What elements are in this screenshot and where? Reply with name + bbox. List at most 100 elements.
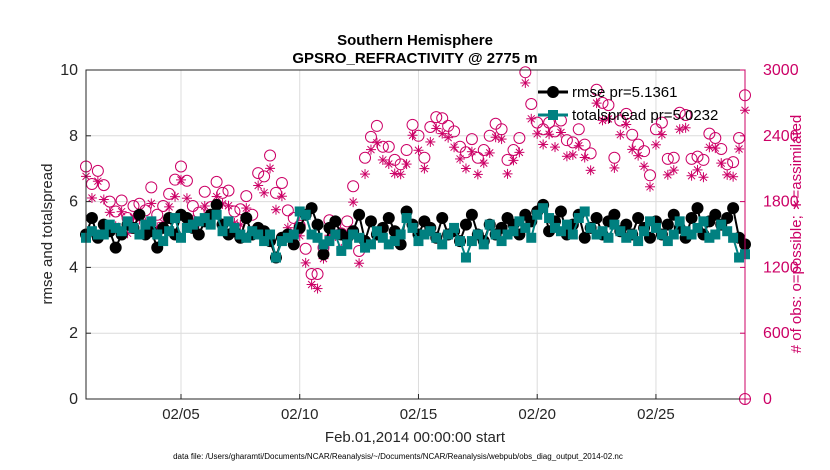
obs-assimilated-stroke [539,140,547,149]
obs-assimilated-marker [550,142,561,153]
obs-assimilated-stroke [563,152,571,161]
obs-assimilated-stroke [497,135,506,143]
spread-point [650,222,661,233]
obs-assimilated-stroke [598,116,607,125]
obs-assimilated-stroke [242,204,251,212]
spread-point [633,236,644,247]
spread-point [425,226,436,237]
obs-assimilated-stroke [485,149,494,157]
spread-point [449,222,460,233]
obs-assimilated-marker [567,149,578,160]
spread-point [140,219,151,230]
obs-possible-marker [560,134,573,147]
obs-assimilated-marker [650,139,661,150]
obs-assimilated-marker [265,163,276,174]
x-axis: 02/05 02/10 02/15 02/20 02/25 [162,394,675,423]
rmse-point [709,208,722,221]
obs-possible-marker [697,153,710,166]
obs-assimilated-stroke [693,166,702,174]
rmse-point [382,212,395,225]
obs-possible-marker [513,131,526,144]
obs-assimilated-marker [276,191,287,202]
obs-assimilated-stroke [521,79,530,87]
y-right-tick-label: 1200 [763,259,799,276]
obs-assimilated-stroke [545,130,553,139]
spread-point [354,232,365,243]
obs-assimilated-stroke [681,123,690,132]
spread-point [710,229,721,240]
spread-point [698,216,709,227]
obs-assimilated-stroke [723,170,732,179]
y-right-tick-label: 3000 [763,62,799,79]
obs-assimilated-marker [92,176,103,187]
obs-possible-marker [578,138,591,151]
spread-point [300,209,311,220]
obs-possible-marker [537,123,550,136]
spread-point [116,226,127,237]
obs-assimilated-stroke [355,259,363,268]
y-tick-label: 0 [69,391,78,408]
obs-assimilated-marker [609,162,620,173]
obs-assimilated-stroke [266,164,274,173]
spread-point [110,222,121,233]
obs-assimilated-marker [532,128,543,139]
obs-assimilated-marker [615,129,626,140]
obs-assimilated-stroke [574,141,583,150]
obs-possible-marker [525,97,538,110]
obs-assimilated-marker [502,168,513,179]
obs-possible-marker [649,123,662,136]
spread-point [639,226,650,237]
spread-point [656,229,667,240]
obs-assimilated-stroke [687,171,696,180]
spread-point [680,226,691,237]
x-tick-label: 02/15 [400,406,438,423]
obs-possible-marker [418,151,431,164]
obs-assimilated-marker [645,181,656,192]
spread-point [431,232,442,243]
obs-assimilated-stroke [675,125,684,134]
obs-assimilated-stroke [503,170,512,178]
obs-assimilated-stroke [426,138,435,146]
x-tick-label: 02/25 [637,406,675,423]
obs-assimilated-stroke [479,159,488,167]
obs-possible-marker [388,153,401,166]
spread-point [383,239,394,250]
obs-possible-marker [359,151,372,164]
obs-assimilated-marker [437,128,448,139]
obs-possible-marker [632,138,645,151]
spread-point [466,236,477,247]
obs-possible-marker [471,151,484,164]
spread-point [348,229,359,240]
spread-point [158,236,169,247]
obs-possible-marker [655,116,668,129]
x-tick-label: 02/05 [162,406,200,423]
obs-assimilated-marker [306,279,317,290]
spread-point [270,252,281,263]
obs-possible-marker [572,123,585,136]
obs-assimilated-stroke [420,164,429,173]
obs-assimilated-marker [455,153,466,164]
obs-assimilated-stroke [473,170,482,179]
obs-possible-marker [519,66,532,79]
rmse-point [691,202,704,215]
spread-point [419,229,430,240]
spread-point [211,209,222,220]
obs-possible-marker [341,215,354,228]
obs-assimilated-marker [555,127,566,138]
obs-assimilated-marker [621,119,632,130]
obs-possible-marker [364,130,377,143]
spread-point [490,229,501,240]
obs-assimilated-marker [116,206,127,217]
spread-point [728,232,739,243]
obs-assimilated-marker [419,163,430,174]
obs-assimilated-marker [484,147,495,158]
rmse-point [554,205,567,218]
obs-possible-marker [127,199,140,212]
obs-possible-marker [186,199,199,212]
obs-assimilated-marker [496,134,507,145]
spread-point [342,239,353,250]
obs-possible-marker [275,176,288,189]
obs-assimilated-stroke [658,130,666,139]
obs-assimilated-stroke [212,192,221,201]
obs-assimilated-marker [431,123,442,134]
